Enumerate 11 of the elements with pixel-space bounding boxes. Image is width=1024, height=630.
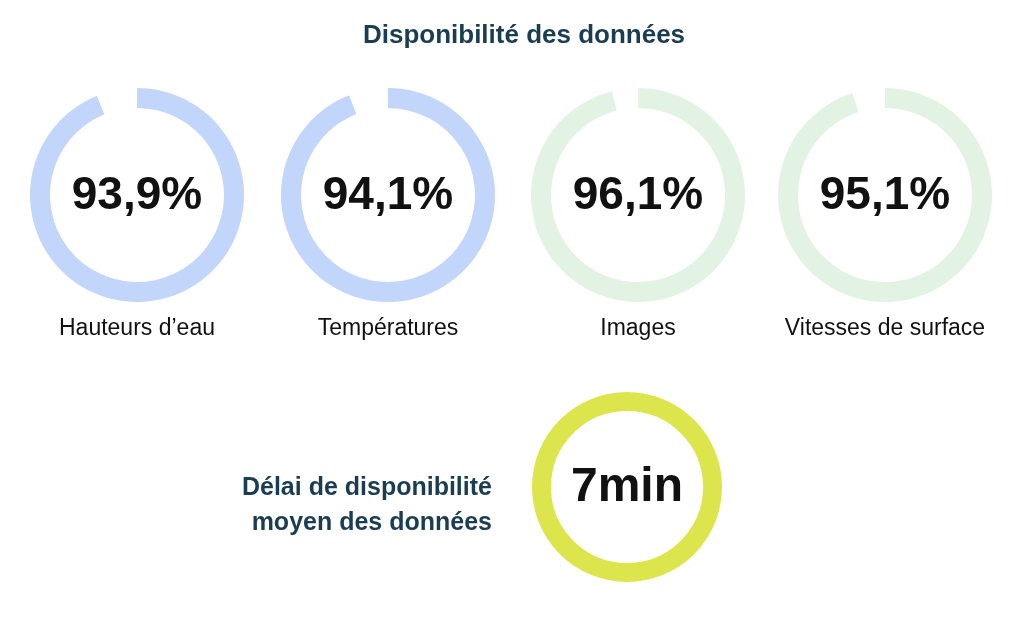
slice-label: Images — [600, 314, 676, 340]
text: Disponibilité des données — [362, 19, 686, 49]
data-label: 93,9% — [71, 167, 203, 219]
slice-label: Hauteurs d’eau — [59, 314, 215, 340]
data-label: 94,1% — [322, 167, 454, 219]
data-label: 96,1% — [572, 167, 704, 219]
text: 7min — [570, 458, 684, 511]
data-label: 95,1% — [819, 167, 951, 219]
slice-label: Températures — [317, 314, 459, 340]
text: Délai de disponibilité moyen des données — [241, 472, 493, 535]
slice-label: Vitesses de surface — [784, 314, 986, 340]
